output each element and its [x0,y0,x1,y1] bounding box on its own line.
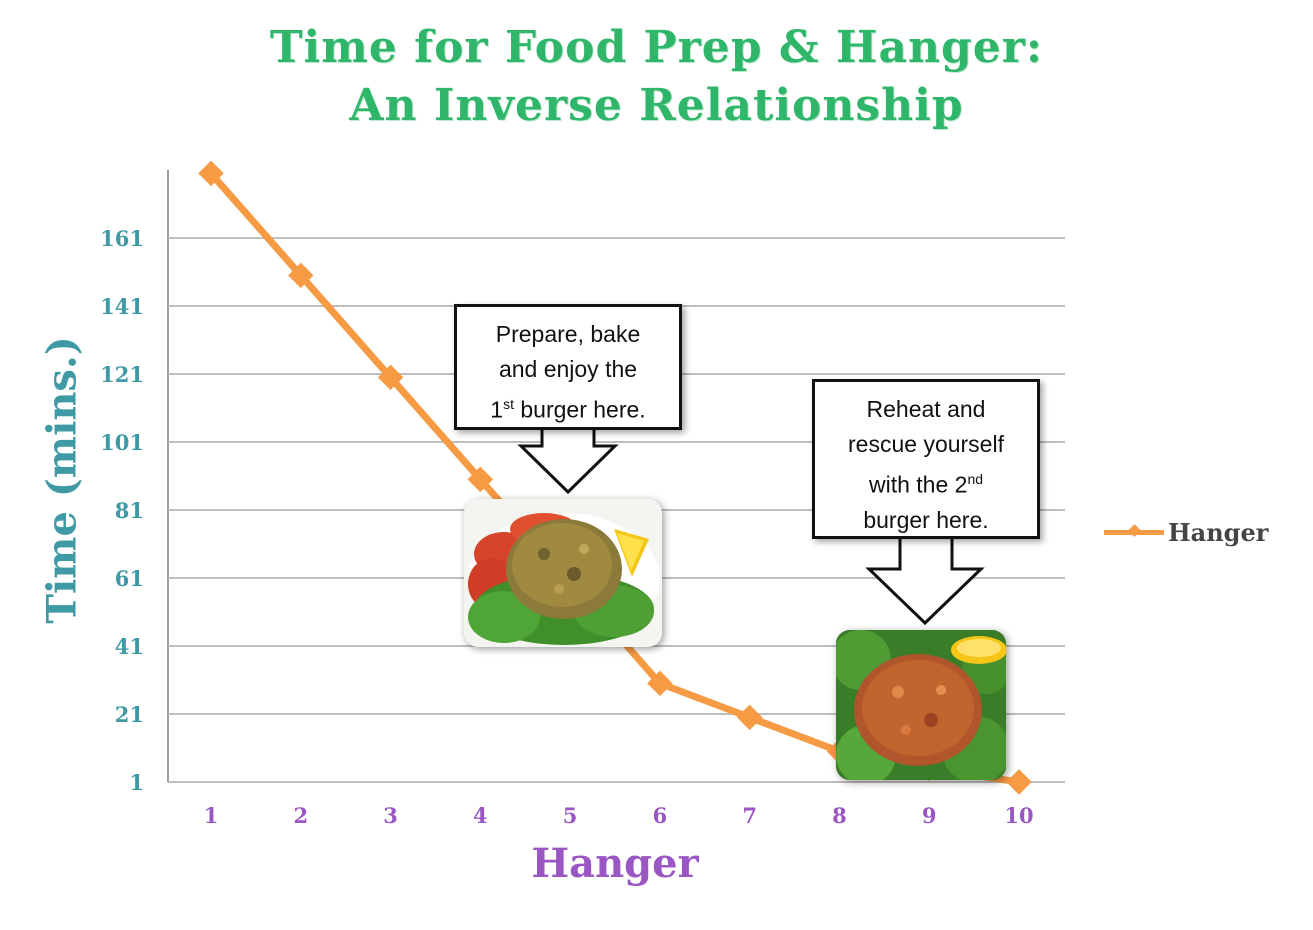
chart-title-line1: Time for Food Prep & Hanger: [269,22,1044,73]
callout2-line4: burger here. [863,506,989,533]
y-tick-41: 41 [115,634,144,659]
y-tick-81: 81 [115,498,144,523]
callout2-line1: Reheat and [866,396,986,422]
callout-first-burger: Prepare, bake and enjoy the 1st burger h… [454,304,682,430]
callout2-line2: rescue yourself [848,431,1004,457]
y-tick-61: 61 [115,566,144,591]
data-point-2 [288,262,314,289]
data-point-6 [647,670,673,697]
y-tick-21: 21 [115,702,144,727]
x-tick-7: 7 [742,803,757,828]
y-tick-1: 1 [129,770,144,795]
x-tick-4: 4 [473,803,488,828]
x-tick-labels: 1 2 3 4 5 6 7 8 9 10 [204,803,1034,828]
x-tick-3: 3 [383,803,398,828]
y-axis-label: Time (mins.) [38,336,86,624]
y-tick-141: 141 [100,294,144,319]
data-point-7 [736,704,763,731]
callout2-line3: with the 2nd [868,471,984,498]
data-point-3 [377,364,404,391]
legend-swatch [1104,530,1164,535]
y-tick-101: 101 [100,430,144,455]
x-tick-2: 2 [293,803,308,828]
reheated-burger-photo-icon [836,630,1006,780]
callout1-line1: Prepare, bake [495,321,641,347]
legend-label: Hanger [1168,518,1269,547]
callout1-line3: 1st burger here. [490,396,646,423]
callout-arrow-1 [517,425,619,495]
x-tick-9: 9 [922,803,937,828]
x-tick-6: 6 [653,803,668,828]
callout-second-burger: Reheat and rescue yourself with the 2nd … [812,379,1040,539]
x-tick-8: 8 [832,803,847,828]
callout1-line2: and enjoy the [498,356,638,382]
chart-title-line2: An Inverse Relationship [349,80,964,131]
x-axis-label: Hanger [531,840,699,887]
x-tick-1: 1 [204,803,219,828]
data-point-4 [467,466,494,493]
legend: Hanger [1104,518,1268,547]
callout-arrow-2 [865,535,985,626]
data-point-10 [1006,769,1032,795]
y-tick-121: 121 [100,362,144,387]
x-tick-5: 5 [563,803,578,828]
y-tick-161: 161 [100,226,144,251]
x-tick-10: 10 [1004,803,1033,828]
stuffed-burger-photo-icon [464,499,662,647]
